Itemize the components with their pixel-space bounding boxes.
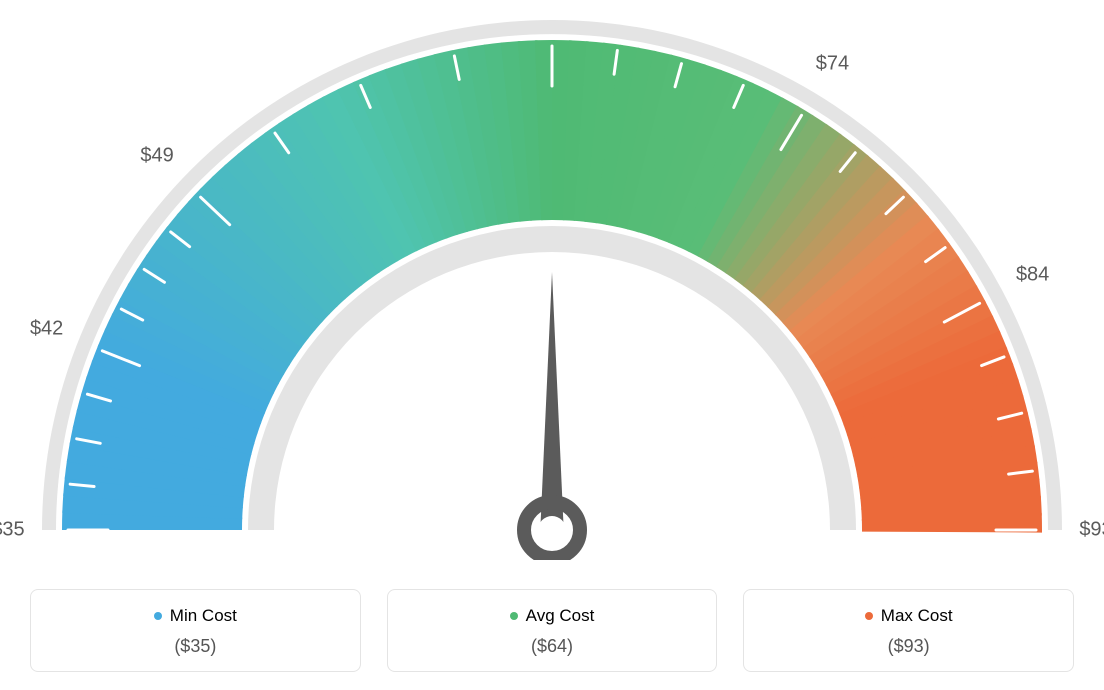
legend-card-min: Min Cost ($35): [30, 589, 361, 672]
gauge-tick-label: $42: [30, 317, 63, 340]
legend-label-min: Min Cost: [170, 606, 237, 626]
legend-label-avg: Avg Cost: [526, 606, 595, 626]
gauge-tick-label: $74: [816, 52, 849, 75]
legend-title-min: Min Cost: [154, 606, 237, 626]
legend-dot-min: [154, 612, 162, 620]
legend-dot-max: [865, 612, 873, 620]
gauge-svg: [0, 0, 1104, 560]
legend-dot-avg: [510, 612, 518, 620]
legend-label-max: Max Cost: [881, 606, 953, 626]
gauge-tick-label: $84: [1016, 264, 1049, 287]
gauge-tick-label: $49: [140, 144, 173, 167]
legend-value-max: ($93): [754, 636, 1063, 657]
legend-title-avg: Avg Cost: [510, 606, 595, 626]
legend-value-min: ($35): [41, 636, 350, 657]
legend-card-avg: Avg Cost ($64): [387, 589, 718, 672]
legend-card-max: Max Cost ($93): [743, 589, 1074, 672]
legend-row: Min Cost ($35) Avg Cost ($64) Max Cost (…: [30, 589, 1074, 672]
legend-value-avg: ($64): [398, 636, 707, 657]
cost-gauge-chart: $35$42$49$64$74$84$93: [0, 0, 1104, 560]
gauge-tick-label: $93: [1079, 519, 1104, 542]
gauge-tick-label: $35: [0, 519, 25, 542]
legend-title-max: Max Cost: [865, 606, 953, 626]
